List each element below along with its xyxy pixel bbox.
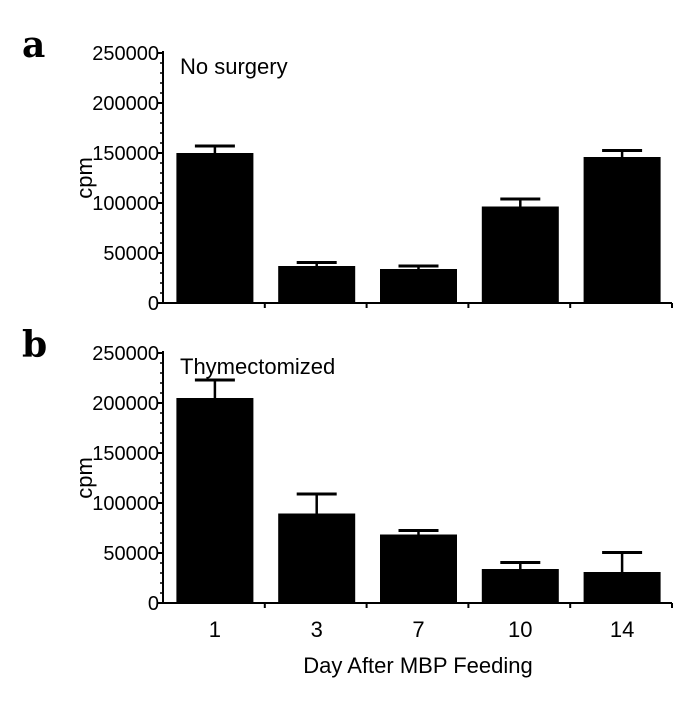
y-axis-label: cpm	[72, 457, 97, 499]
bar	[278, 513, 356, 603]
x-tick-label: 14	[610, 617, 634, 642]
y-tick-label: 250000	[92, 43, 159, 65]
bar	[583, 157, 661, 303]
bar	[176, 153, 254, 303]
bar	[583, 572, 661, 603]
panel-b: b 0 50000 100000 150000 200000 250000 cpm Thymec…	[22, 324, 673, 678]
y-tick-label: 0	[148, 593, 159, 615]
panel-a: a 0 50000 100000 150000 200000 250000 cpm No sur…	[22, 24, 673, 315]
y-tick-label: 100000	[92, 493, 159, 515]
y-tick-label: 150000	[92, 143, 159, 165]
y-tick-label: 100000	[92, 193, 159, 215]
y-tick-label: 50000	[103, 543, 159, 565]
y-tick-label: 150000	[92, 443, 159, 465]
bar	[481, 206, 559, 303]
x-axis-label: Day After MBP Feeding	[303, 653, 533, 678]
bar	[380, 269, 457, 303]
x-tick-label: 7	[412, 617, 424, 642]
y-tick-label: 50000	[103, 243, 159, 265]
y-tick-label: 200000	[92, 393, 159, 415]
panel-annotation: No surgery	[180, 54, 288, 79]
bar	[176, 398, 254, 603]
y-tick-label: 0	[148, 293, 159, 315]
y-axis-label: cpm	[72, 157, 97, 199]
x-tick-label: 1	[209, 617, 221, 642]
panel-annotation: Thymectomized	[180, 354, 335, 379]
y-tick-label: 250000	[92, 343, 159, 365]
panel-label: b	[22, 324, 47, 366]
panel-label: a	[22, 24, 45, 66]
bar	[278, 266, 356, 303]
bar	[481, 569, 559, 603]
bar	[380, 534, 457, 603]
x-tick-label: 10	[508, 617, 532, 642]
y-tick-label: 200000	[92, 93, 159, 115]
x-tick-label: 3	[311, 617, 323, 642]
